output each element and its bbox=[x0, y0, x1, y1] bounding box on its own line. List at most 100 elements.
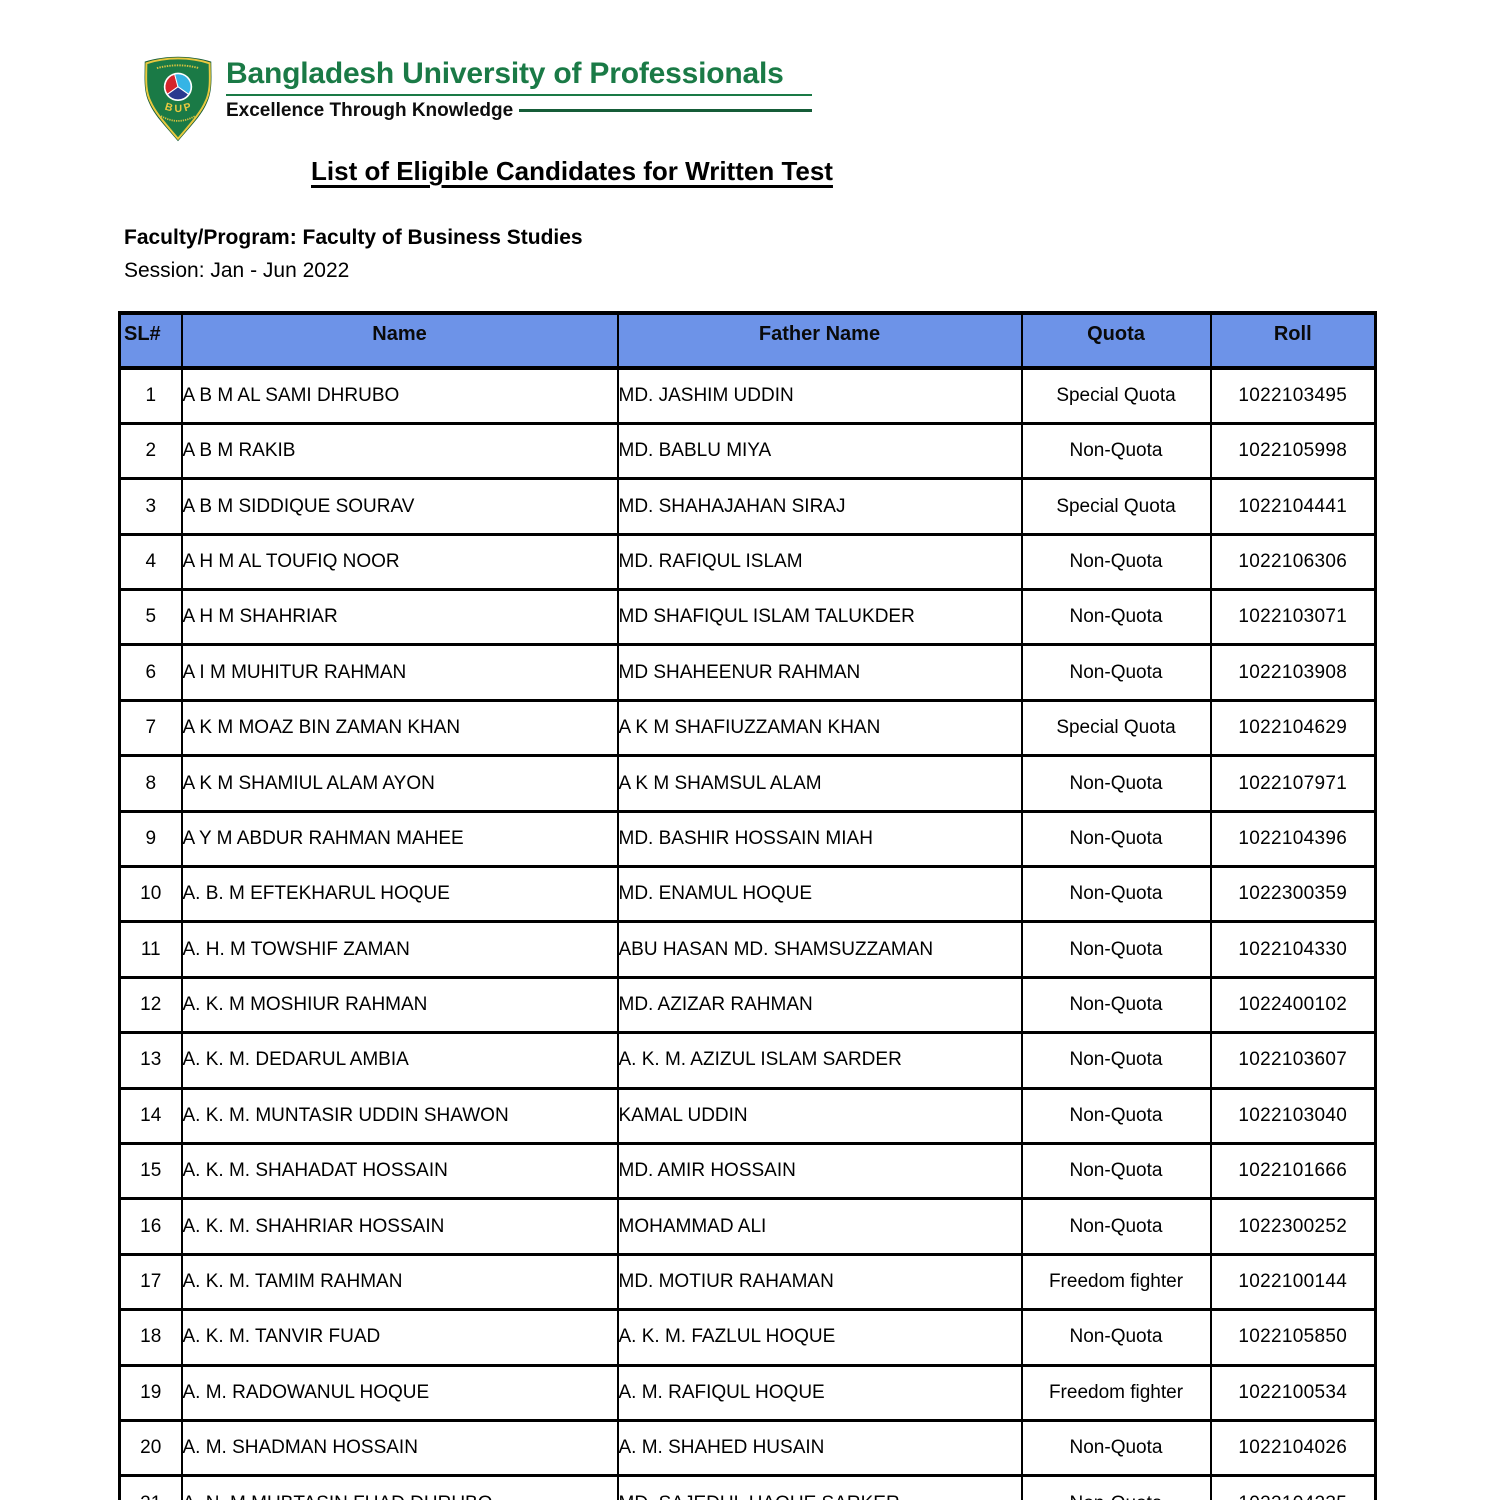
cell-name: A. H. M TOWSHIF ZAMAN bbox=[180, 920, 619, 979]
cell-quota: Non-Quota bbox=[1020, 588, 1212, 647]
cell-quota: Special Quota bbox=[1020, 366, 1212, 425]
cell-sl: 5 bbox=[118, 588, 183, 647]
cell-father-name: MD. BASHIR HOSSAIN MIAH bbox=[616, 809, 1023, 869]
cell-name: A. N. M MUBTASIN FUAD DHRUBO bbox=[180, 1474, 619, 1500]
cell-name: A. K. M. TAMIM RAHMAN bbox=[180, 1252, 619, 1312]
cell-sl: 21 bbox=[118, 1474, 183, 1500]
cell-father-name: MD. BABLU MIYA bbox=[616, 421, 1023, 481]
cell-name: A K M SHAMIUL ALAM AYON bbox=[180, 754, 619, 813]
cell-roll: 1022105850 bbox=[1209, 1308, 1377, 1367]
cell-roll: 1022300252 bbox=[1209, 1197, 1377, 1256]
cell-sl: 8 bbox=[118, 754, 183, 813]
table-row: 11 A. H. M TOWSHIF ZAMAN ABU HASAN MD. SHA… bbox=[118, 920, 1377, 979]
cell-quota: Non-Quota bbox=[1020, 1308, 1212, 1367]
session-line: Session: Jan - Jun 2022 bbox=[124, 259, 350, 282]
globe-blue-segment bbox=[166, 86, 190, 101]
table-row: 17 A. K. M. TAMIM RAHMAN MD. MOTIUR RAHAMA… bbox=[118, 1252, 1377, 1312]
cell-roll: 1022101666 bbox=[1209, 1141, 1377, 1201]
cell-sl: 19 bbox=[118, 1363, 183, 1422]
tagline-row: Excellence Through Knowledge bbox=[226, 100, 812, 122]
cell-sl: 10 bbox=[118, 865, 183, 924]
tagline-rule bbox=[519, 109, 812, 112]
cell-father-name: MD. AMIR HOSSAIN bbox=[616, 1141, 1023, 1201]
cell-name: A. B. M EFTEKHARUL HOQUE bbox=[180, 865, 619, 924]
cell-quota: Non-Quota bbox=[1020, 809, 1212, 869]
shield-ribbon-arc bbox=[160, 115, 196, 122]
cell-sl: 18 bbox=[118, 1308, 183, 1367]
table-row: 14 A. K. M. MUNTASIR UDDIN SHAWON KAMAL UD… bbox=[118, 1086, 1377, 1145]
cell-quota: Non-Quota bbox=[1020, 643, 1212, 702]
cell-roll: 1022107971 bbox=[1209, 754, 1377, 813]
cell-sl: 13 bbox=[118, 1031, 183, 1090]
cell-father-name: A. M. RAFIQUL HOQUE bbox=[616, 1363, 1023, 1422]
cell-name: A. K. M MOSHIUR RAHMAN bbox=[180, 975, 619, 1035]
cell-father-name: MD. SHAHAJAHAN SIRAJ bbox=[616, 477, 1023, 536]
cell-sl: 1 bbox=[118, 366, 183, 425]
cell-father-name: MD. RAFIQUL ISLAM bbox=[616, 532, 1023, 592]
cell-sl: 3 bbox=[118, 477, 183, 536]
cell-quota: Special Quota bbox=[1020, 698, 1212, 758]
faculty-program-line: Faculty/Program: Faculty of Business Stu… bbox=[124, 226, 583, 249]
cell-father-name: MD. JASHIM UDDIN bbox=[616, 366, 1023, 425]
cell-name: A H M SHAHRIAR bbox=[180, 588, 619, 647]
shield-monogram: B U P bbox=[163, 101, 192, 115]
university-tagline: Excellence Through Knowledge bbox=[226, 99, 514, 121]
cell-name: A. K. M. TANVIR FUAD bbox=[180, 1308, 619, 1367]
cell-quota: Non-Quota bbox=[1020, 1418, 1212, 1478]
cell-sl: 12 bbox=[118, 975, 183, 1035]
cell-name: A. M. SHADMAN HOSSAIN bbox=[180, 1418, 619, 1478]
table-row: 15 A. K. M. SHAHADAT HOSSAIN MD. AMIR HOSS… bbox=[118, 1141, 1377, 1201]
cell-roll: 1022106306 bbox=[1209, 532, 1377, 592]
cell-sl: 4 bbox=[118, 532, 183, 592]
cell-father-name: ABU HASAN MD. SHAMSUZZAMAN bbox=[616, 920, 1023, 979]
cell-quota: Non-Quota bbox=[1020, 1031, 1212, 1090]
letterhead: Bangladesh University of Professionals E… bbox=[226, 58, 814, 122]
cell-roll: 1022103607 bbox=[1209, 1031, 1377, 1090]
cell-roll: 1022103071 bbox=[1209, 588, 1377, 647]
table-row: 19 A. M. RADOWANUL HOQUE A. M. RAFIQUL HOQ… bbox=[118, 1363, 1377, 1422]
table-row: 20 A. M. SHADMAN HOSSAIN A. M. SHAHED HUSA… bbox=[118, 1418, 1377, 1478]
cell-sl: 16 bbox=[118, 1197, 183, 1256]
cell-father-name: A K M SHAFIUZZAMAN KHAN bbox=[616, 698, 1023, 758]
cell-quota: Non-Quota bbox=[1020, 754, 1212, 813]
cell-sl: 9 bbox=[118, 809, 183, 869]
cell-roll: 1022103908 bbox=[1209, 643, 1377, 702]
column-header-name: Name bbox=[180, 313, 619, 370]
cell-roll: 1022105998 bbox=[1209, 421, 1377, 481]
cell-roll: 1022103040 bbox=[1209, 1086, 1377, 1145]
cell-quota: Non-Quota bbox=[1020, 920, 1212, 979]
table-row: 16 A. K. M. SHAHRIAR HOSSAIN MOHAMMAD ALI N… bbox=[118, 1197, 1377, 1256]
cell-name: A K M MOAZ BIN ZAMAN KHAN bbox=[180, 698, 619, 758]
column-header-sl: SL# bbox=[118, 313, 183, 370]
cell-name: A. K. M. SHAHRIAR HOSSAIN bbox=[180, 1197, 619, 1256]
cell-quota: Non-Quota bbox=[1020, 1141, 1212, 1201]
cell-roll: 1022103495 bbox=[1209, 366, 1377, 425]
cell-quota: Non-Quota bbox=[1020, 1197, 1212, 1256]
cell-father-name: A. M. SHAHED HUSAIN bbox=[616, 1418, 1023, 1478]
table-row: 12 A. K. M MOSHIUR RAHMAN MD. AZIZAR RAHMA… bbox=[118, 975, 1377, 1035]
cell-sl: 15 bbox=[118, 1141, 183, 1201]
cell-name: A. M. RADOWANUL HOQUE bbox=[180, 1363, 619, 1422]
cell-quota: Special Quota bbox=[1020, 477, 1212, 536]
cell-name: A I M MUHITUR RAHMAN bbox=[180, 643, 619, 702]
cell-roll: 1022100534 bbox=[1209, 1363, 1377, 1422]
cell-name: A. K. M. SHAHADAT HOSSAIN bbox=[180, 1141, 619, 1201]
university-name: Bangladesh University of Professionals bbox=[226, 58, 812, 96]
column-header-quota: Quota bbox=[1020, 313, 1212, 370]
cell-name: A B M SIDDIQUE SOURAV bbox=[180, 477, 619, 536]
cell-quota: Non-Quota bbox=[1020, 1474, 1212, 1500]
cell-father-name: KAMAL UDDIN bbox=[616, 1086, 1023, 1145]
cell-roll: 1022104330 bbox=[1209, 920, 1377, 979]
cell-roll: 1022400102 bbox=[1209, 975, 1377, 1035]
cell-quota: Non-Quota bbox=[1020, 865, 1212, 924]
cell-name: A. K. M. DEDARUL AMBIA bbox=[180, 1031, 619, 1090]
cell-father-name: MD. AZIZAR RAHMAN bbox=[616, 975, 1023, 1035]
cell-roll: 1022104235 bbox=[1209, 1474, 1377, 1500]
